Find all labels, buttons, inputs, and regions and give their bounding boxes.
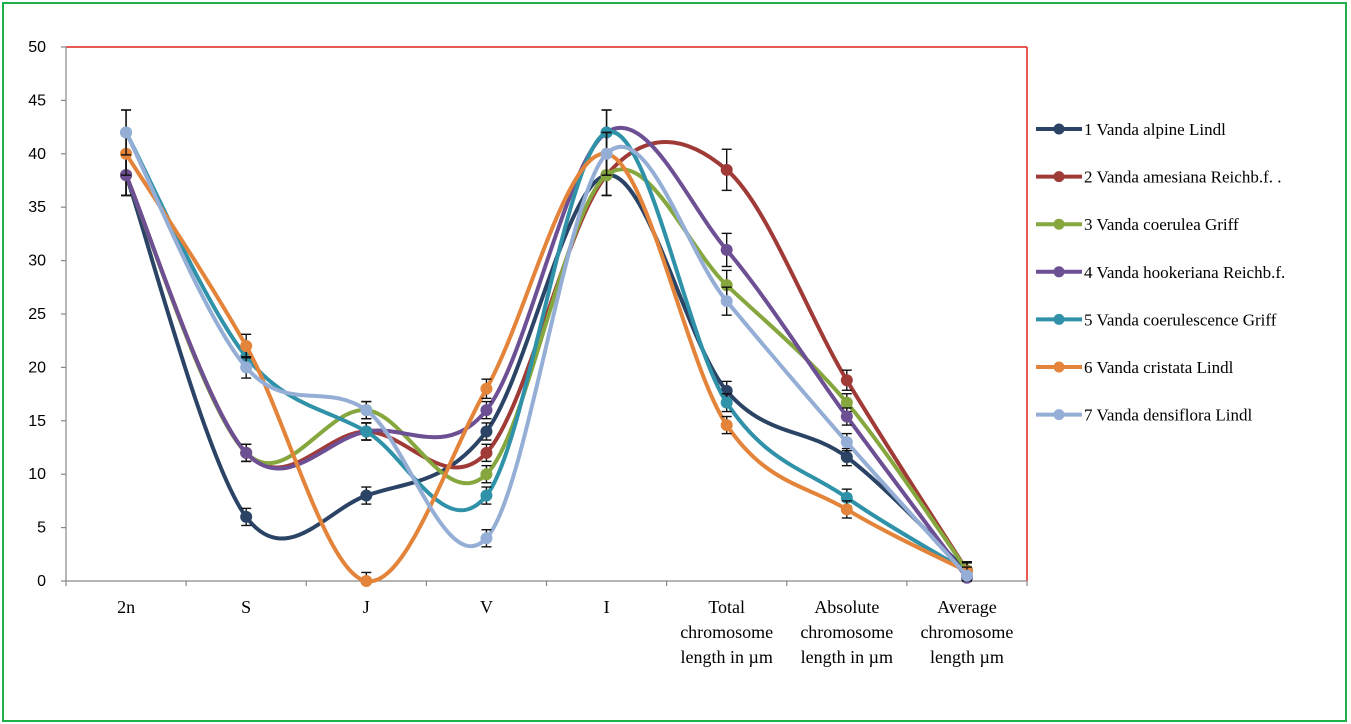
x-tick-label: I xyxy=(604,597,610,617)
data-point xyxy=(480,425,493,438)
axes xyxy=(61,46,1028,586)
x-tick-label-line: Average xyxy=(937,597,997,617)
x-tick-label: S xyxy=(241,597,251,617)
data-point xyxy=(840,374,853,387)
x-tick-label: Total chromosome length in µm xyxy=(680,597,773,667)
x-tick-label-line: Absolute xyxy=(814,597,879,617)
x-tick-label-line: length in µm xyxy=(801,647,893,667)
data-point xyxy=(840,451,853,464)
y-tick-label: 45 xyxy=(28,92,46,109)
legend-label: 6 Vanda cristata Lindl xyxy=(1084,358,1234,377)
y-tick-label: 20 xyxy=(28,359,46,376)
data-point xyxy=(120,126,133,139)
legend-label: 1 Vanda alpine Lindl xyxy=(1084,120,1226,139)
series-line xyxy=(124,173,969,574)
data-point xyxy=(480,382,493,395)
data-point xyxy=(720,419,733,432)
data-point xyxy=(480,532,493,545)
data-point xyxy=(240,446,253,459)
data-point xyxy=(480,489,493,502)
x-tick-label-line: chromosome xyxy=(920,622,1013,642)
data-point xyxy=(840,503,853,516)
x-tick-label: V xyxy=(480,597,493,617)
y-tick-label: 10 xyxy=(28,466,46,483)
legend: 1 Vanda alpine Lindl 2 Vanda amesiana Rei… xyxy=(1036,120,1285,425)
x-tick-label: J xyxy=(363,597,370,617)
x-tick-label-line: I xyxy=(604,597,610,617)
legend-swatch-marker xyxy=(1053,266,1065,278)
data-point xyxy=(480,446,493,459)
x-tick-label-line: 2n xyxy=(117,597,135,617)
y-tick-label: 40 xyxy=(28,146,46,163)
series-line xyxy=(124,130,969,578)
y-tick-label: 35 xyxy=(28,199,46,216)
data-point xyxy=(840,436,853,449)
legend-label: 2 Vanda amesiana Reichb.f. . xyxy=(1084,168,1281,187)
x-tick-label-line: J xyxy=(363,597,370,617)
legend-swatch-marker xyxy=(1053,171,1065,183)
data-point xyxy=(480,468,493,481)
data-point xyxy=(840,410,853,423)
y-tick-label: 15 xyxy=(28,413,46,430)
legend-label: 7 Vanda densiflora Lindl xyxy=(1084,406,1253,425)
data-point xyxy=(360,575,373,587)
x-tick-label-line: V xyxy=(480,597,493,617)
x-tick-label-line: Total xyxy=(708,597,745,617)
series-line xyxy=(124,151,969,584)
x-tick-label: Average chromosome length µm xyxy=(920,597,1013,667)
y-tick-label: 5 xyxy=(37,520,46,537)
x-tick-label-line: length µm xyxy=(930,647,1004,667)
data-point xyxy=(720,279,733,292)
legend-swatch-marker xyxy=(1053,361,1065,373)
x-tick-label-line: chromosome xyxy=(680,622,773,642)
data-point xyxy=(360,404,373,417)
x-tick-label: Absolute chromosome length in µm xyxy=(800,597,893,667)
tick-labels: 0 5 10 15 20 25 30 35 40 45 50 2n S J V I Total chromosom… xyxy=(28,39,1013,667)
y-tick-label: 30 xyxy=(28,253,46,270)
x-tick-label-line: chromosome xyxy=(800,622,893,642)
data-point xyxy=(960,569,973,582)
data-point xyxy=(240,340,253,353)
x-tick-label: 2n xyxy=(117,597,135,617)
data-point xyxy=(480,404,493,417)
x-tick-label-line: length in µm xyxy=(681,647,773,667)
data-point xyxy=(720,243,733,256)
data-point xyxy=(240,361,253,374)
data-point xyxy=(720,396,733,409)
legend-swatch-marker xyxy=(1053,313,1065,325)
series-lines xyxy=(120,109,973,587)
legend-swatch-marker xyxy=(1053,123,1065,135)
legend-swatch-marker xyxy=(1053,409,1065,421)
data-point xyxy=(720,163,733,176)
data-point xyxy=(720,295,733,308)
legend-label: 4 Vanda hookeriana Reichb.f. xyxy=(1084,263,1285,282)
y-tick-label: 0 xyxy=(37,573,46,590)
y-tick-label: 50 xyxy=(28,39,46,56)
x-tick-label-line: S xyxy=(241,597,251,617)
legend-label: 5 Vanda coerulescence Griff xyxy=(1084,310,1277,329)
data-point xyxy=(360,425,373,438)
data-point xyxy=(840,396,853,409)
y-tick-label: 25 xyxy=(28,306,46,323)
data-point xyxy=(360,489,373,502)
legend-label: 3 Vanda coerulea Griff xyxy=(1084,215,1239,234)
legend-swatch-marker xyxy=(1053,218,1065,230)
data-point xyxy=(240,510,253,523)
data-point xyxy=(600,147,613,160)
